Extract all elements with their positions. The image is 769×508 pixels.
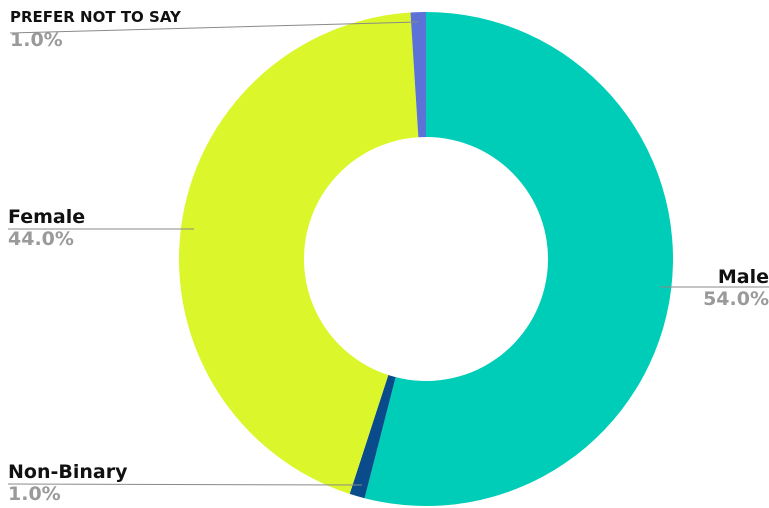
value-label-female: 44.0% — [8, 228, 74, 250]
slice-male — [364, 12, 674, 507]
value-label-non-binary: 1.0% — [8, 483, 61, 505]
label-non-binary: Non-Binary — [8, 461, 128, 483]
label-female: Female — [8, 206, 85, 228]
donut-slices — [179, 12, 674, 507]
leader-lines — [7, 21, 769, 486]
slice-prefer-not-to-say — [410, 12, 426, 138]
value-label-prefer-not-to-say: 1.0% — [10, 29, 63, 51]
leader-line-non-binary — [7, 483, 363, 486]
leader-line-prefer-not-to-say — [9, 21, 419, 34]
slice-female — [179, 12, 419, 494]
slice-labels: Male54.0%Non-Binary1.0%Female44.0%PREFER… — [8, 8, 769, 505]
label-prefer-not-to-say: PREFER NOT TO SAY — [10, 8, 182, 26]
label-male: Male — [718, 266, 769, 288]
value-label-male: 54.0% — [703, 288, 769, 310]
slice-non-binary — [349, 375, 396, 499]
